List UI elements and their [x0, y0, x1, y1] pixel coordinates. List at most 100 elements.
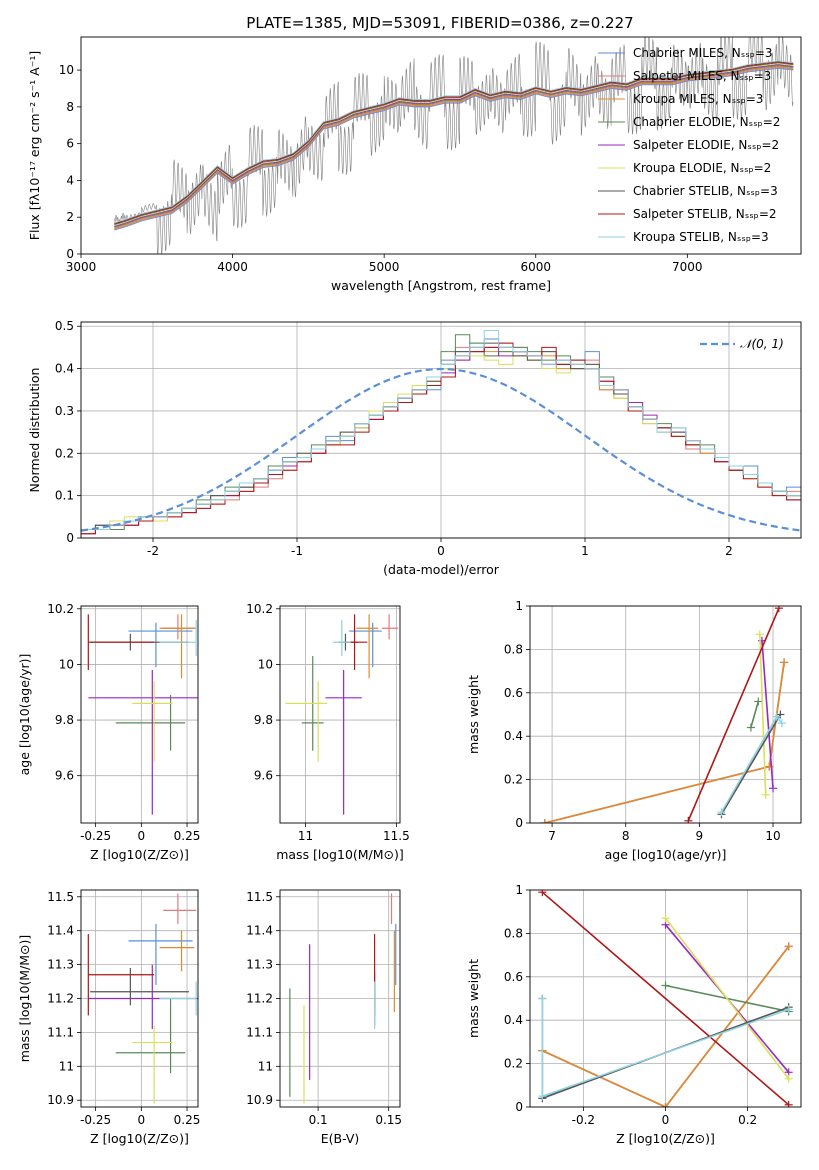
- weight-line-3: [750, 701, 760, 728]
- y-tick-label: 10: [59, 63, 74, 77]
- x-tick-label: -1: [291, 544, 303, 558]
- x-tick-label: 9: [696, 829, 704, 843]
- y-tick-label: 0: [515, 816, 523, 830]
- model-line-6: [114, 62, 794, 226]
- y-tick-label: 0: [66, 247, 74, 261]
- legend-entry: Chabrier STELIB, Nₛₛₚ=3: [633, 184, 778, 198]
- x-tick-label: 0.2: [738, 1113, 757, 1127]
- model-line-3: [114, 65, 794, 228]
- y-tick-label: 11.3: [246, 958, 273, 972]
- model-line-4: [114, 64, 794, 227]
- panel-spectrum: 3000 4000 5000 6000 7000 0 2 4 6 8 10 wavelength [A…: [27, 36, 802, 293]
- x-tick-label: -0.25: [80, 1113, 111, 1127]
- legend-entry: Kroupa STELIB, Nₛₛₚ=3: [633, 230, 769, 244]
- y-tick-label: 10.2: [246, 602, 273, 616]
- x-tick-label: -0.25: [80, 829, 111, 843]
- y-tick-label: 11.3: [47, 958, 74, 972]
- plot-area: [114, 37, 794, 254]
- weight-line-2: [541, 945, 790, 1107]
- legend-entry: Chabrier MILES, Nₛₛₚ=3: [633, 46, 773, 60]
- x-axis-label: Z [log10(Z/Z⊙)]: [616, 1131, 715, 1146]
- panel-mass_vs_age: 11 11.5 9.6 9.8 10 10.2 mass [log10(M/M⊙)]: [246, 602, 409, 862]
- legend-entry: Salpeter ELODIE, Nₛₛₚ=2: [633, 138, 779, 152]
- x-tick-label: 10: [765, 829, 780, 843]
- y-axis-label: mass weight: [466, 675, 481, 754]
- x-tick-label: 0.25: [174, 1113, 201, 1127]
- y-axis-label: Flux [fλ10⁻¹⁷ erg cm⁻² s⁻¹ A⁻¹]: [27, 51, 42, 240]
- y-tick-label: 11.2: [47, 992, 74, 1006]
- model-line-1: [114, 66, 794, 230]
- x-axis-label: wavelength [Angstrom, rest frame]: [331, 278, 551, 293]
- x-tick-label: 11.5: [383, 829, 410, 843]
- weight-line-6: [720, 714, 782, 815]
- plot-area: [81, 329, 801, 538]
- x-tick-label: -0.2: [572, 1113, 595, 1127]
- legend-entry: Kroupa ELODIE, Nₛₛₚ=2: [633, 161, 771, 175]
- histogram-step-8: [81, 329, 801, 538]
- y-tick-label: 0: [515, 1100, 523, 1114]
- axes-frame: [279, 605, 401, 824]
- weight-line-5: [664, 917, 790, 1080]
- plot-area: [87, 614, 198, 815]
- model-line-0: [114, 67, 794, 231]
- y-tick-label: 2: [66, 210, 74, 224]
- x-tick-label: 7000: [672, 260, 703, 274]
- axes-frame: [80, 321, 802, 539]
- y-tick-label: 0.4: [55, 362, 74, 376]
- model-line-7: [114, 61, 794, 225]
- y-axis-label: mass [log10(M/M⊙)]: [17, 935, 32, 1063]
- panel-z_vs_weight: -0.2 0 0.2 0 0.2 0.4 0.6 0.8 1 Z [log10(Z/Z⊙)] mas…: [466, 883, 802, 1146]
- weight-line-0: [544, 662, 785, 823]
- plot-area: [540, 606, 789, 823]
- y-tick-label: 6: [66, 137, 74, 151]
- x-tick-label: 0: [138, 829, 146, 843]
- y-tick-label: 11.4: [47, 924, 74, 938]
- y-tick-label: 10.2: [47, 602, 74, 616]
- y-tick-label: 11: [59, 1059, 74, 1073]
- weight-line-4: [761, 640, 774, 789]
- figure-title: PLATE=1385, MJD=53091, FIBERID=0386, z=0…: [246, 14, 633, 32]
- y-tick-label: 11.2: [246, 992, 273, 1006]
- y-tick-label: 0: [66, 531, 74, 545]
- x-tick-label: 0: [662, 1113, 670, 1127]
- weight-line-7: [687, 607, 780, 822]
- y-tick-label: 0.6: [504, 686, 523, 700]
- y-tick-label: 0.2: [504, 1057, 523, 1071]
- panel-z_vs_age: -0.25 0 0.25 9.6 9.8 10 10.2 Z [log10(Z/Z⊙)] age…: [17, 602, 200, 862]
- y-tick-label: 10.9: [47, 1093, 74, 1107]
- y-tick-label: 1: [515, 599, 523, 613]
- panel-ebv_vs_mass: 0.1 0.15 10.9 11 11.1 11.2 11.3 11.4 11.5 E(B-V): [246, 889, 402, 1146]
- panel-z_vs_mass: -0.25 0 0.25 10.9 11 11.1 11.2 11.3 11.4 11.5 Z [l…: [17, 889, 201, 1146]
- weight-line-5: [759, 634, 767, 795]
- model-line-8: [114, 60, 794, 224]
- y-tick-label: 9.6: [254, 769, 273, 783]
- x-tick-label: 2: [725, 544, 733, 558]
- weight-line-7: [541, 891, 790, 1106]
- y-axis-label: mass weight: [466, 959, 481, 1038]
- model-line-2: [114, 65, 794, 229]
- panel-age_vs_weight: 7 8 9 10 0 0.2 0.4 0.6 0.8 1 age [log10(age/yr)] ma…: [466, 599, 802, 862]
- histogram-step-7: [81, 342, 801, 538]
- plot-area: [289, 893, 397, 1104]
- x-axis-label: (data-model)/error: [383, 562, 500, 577]
- x-tick-label: 3000: [66, 260, 97, 274]
- gaussian-curve: [81, 367, 801, 532]
- x-tick-label: 8: [622, 829, 630, 843]
- x-tick-label: 0.25: [174, 829, 201, 843]
- x-axis-label: mass [log10(M/M⊙)]: [276, 847, 404, 862]
- x-tick-label: 4000: [217, 260, 248, 274]
- y-tick-label: 0.2: [55, 446, 74, 460]
- x-axis-label: Z [log10(Z/Z⊙)]: [90, 1131, 189, 1146]
- y-tick-label: 11.5: [246, 890, 273, 904]
- y-axis-label: age [log10(age/yr)]: [17, 654, 32, 776]
- x-tick-label: 6000: [520, 260, 551, 274]
- legend-entry: Salpeter STELIB, Nₛₛₚ=2: [633, 207, 777, 221]
- axes-frame: [279, 889, 401, 1108]
- y-tick-label: 9.8: [254, 713, 273, 727]
- plot-area: [538, 890, 793, 1107]
- y-tick-label: 11.5: [47, 890, 74, 904]
- y-tick-label: 11.4: [246, 924, 273, 938]
- x-tick-label: 11: [298, 829, 313, 843]
- panel-histogram: -2 -1 0 1 2 0 0.1 0.2 0.3 0.4 0.5 (data-model)/erro…: [27, 319, 802, 577]
